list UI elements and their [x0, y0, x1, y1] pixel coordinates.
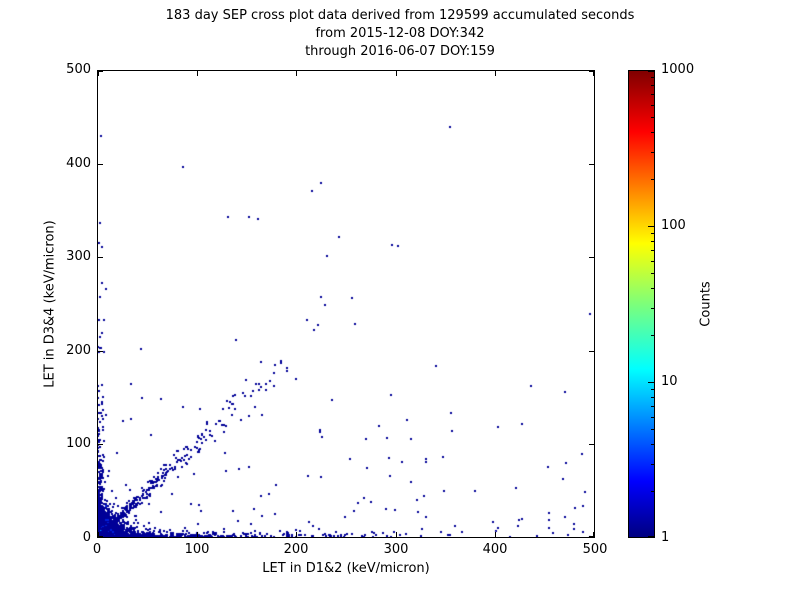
colorbar-gradient [628, 70, 655, 538]
x-tick-label: 500 [582, 542, 608, 557]
colorbar-minor-tick [651, 288, 654, 289]
colorbar-minor-tick [651, 179, 654, 180]
x-tick-label: 300 [383, 542, 409, 557]
y-tick [589, 164, 594, 165]
x-tick [296, 532, 297, 537]
colorbar-minor-tick [651, 132, 654, 133]
colorbar-minor-tick [651, 429, 654, 430]
colorbar-minor-tick [651, 389, 654, 390]
colorbar-tick [648, 536, 654, 537]
y-tick-label: 0 [82, 530, 91, 545]
colorbar-minor-tick [651, 261, 654, 262]
colorbar-tick [648, 226, 654, 227]
colorbar-tick [648, 382, 654, 383]
chart-title-line-3: through 2016-06-07 DOY:159 [305, 44, 495, 59]
y-tick [98, 164, 103, 165]
y-tick [98, 444, 103, 445]
chart-title-line-2: from 2015-12-08 DOY:342 [315, 26, 485, 41]
x-tick [495, 71, 496, 76]
colorbar-tick-label: 10 [661, 374, 678, 389]
x-tick-label: 200 [283, 542, 309, 557]
colorbar-minor-tick [651, 105, 654, 106]
x-tick [98, 532, 99, 537]
colorbar-label: Counts [698, 281, 714, 327]
y-tick-label: 400 [66, 156, 91, 171]
colorbar-minor-tick [651, 77, 654, 78]
colorbar-minor-tick [651, 308, 654, 309]
scatter-points-canvas [98, 71, 594, 537]
colorbar-minor-tick [651, 417, 654, 418]
colorbar-minor-tick [651, 406, 654, 407]
colorbar-tick-label: 1000 [661, 62, 695, 77]
colorbar-tick [648, 71, 654, 72]
y-tick [98, 257, 103, 258]
x-tick [593, 71, 594, 76]
y-tick [589, 257, 594, 258]
x-tick-label: 0 [92, 542, 102, 557]
x-axis-label: LET in D1&2 (keV/micron) [262, 561, 430, 576]
x-tick [197, 71, 198, 76]
colorbar-minor-tick [651, 152, 654, 153]
x-tick-label: 400 [482, 542, 508, 557]
colorbar-minor-tick [651, 94, 654, 95]
y-tick [589, 536, 594, 537]
colorbar-minor-tick [651, 241, 654, 242]
y-tick [589, 444, 594, 445]
chart-title-line-1: 183 day SEP cross plot data derived from… [165, 8, 635, 23]
y-tick [98, 536, 103, 537]
x-tick [495, 532, 496, 537]
x-tick [296, 71, 297, 76]
colorbar-tick-label: 100 [661, 218, 686, 233]
y-tick [589, 351, 594, 352]
y-tick [589, 71, 594, 72]
colorbar-minor-tick [651, 117, 654, 118]
colorbar-minor-tick [651, 250, 654, 251]
x-tick [197, 532, 198, 537]
colorbar-minor-tick [651, 335, 654, 336]
colorbar-minor-tick [651, 233, 654, 234]
colorbar-minor-tick [651, 444, 654, 445]
y-tick [98, 71, 103, 72]
x-tick-label: 100 [184, 542, 210, 557]
x-tick [98, 71, 99, 76]
y-tick-label: 300 [66, 249, 91, 264]
y-tick-label: 500 [66, 62, 91, 77]
colorbar-minor-tick [651, 491, 654, 492]
colorbar-tick-label: 1 [661, 530, 670, 545]
colorbar-minor-tick [651, 397, 654, 398]
y-tick-label: 100 [66, 436, 91, 451]
colorbar-minor-tick [651, 273, 654, 274]
y-tick-label: 200 [66, 343, 91, 358]
y-axis-label: LET in D3&4 (keV/micron) [42, 220, 58, 388]
colorbar-minor-tick [651, 85, 654, 86]
x-tick [396, 71, 397, 76]
x-tick [396, 532, 397, 537]
y-tick [98, 351, 103, 352]
x-tick [593, 532, 594, 537]
colorbar-minor-tick [651, 464, 654, 465]
